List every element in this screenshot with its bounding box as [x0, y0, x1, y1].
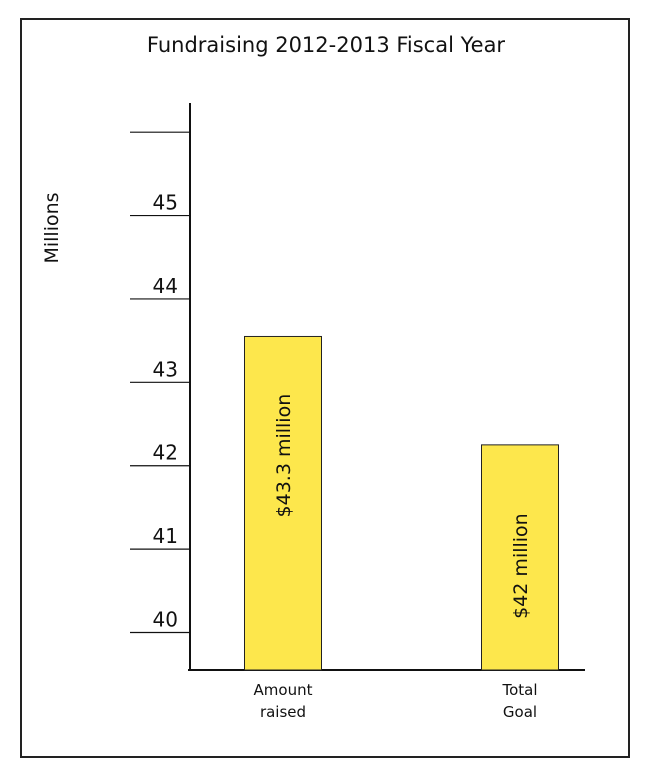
y-tick-label: 42: [153, 441, 178, 465]
bar: [481, 444, 559, 671]
x-tick-label: Amount: [254, 681, 313, 699]
x-tick-label: raised: [260, 703, 306, 721]
x-tick-label: Goal: [503, 703, 537, 721]
chart-title: Fundraising 2012-2013 Fiscal Year: [146, 33, 506, 57]
bar-data-label: $43.3 million: [273, 394, 295, 518]
y-tick-label: 44: [153, 274, 178, 298]
y-tick-label: 40: [153, 607, 178, 631]
bar-data-label: $42 million: [510, 513, 532, 619]
x-tick-label: Total: [501, 681, 537, 699]
y-tick-label: 43: [153, 357, 178, 381]
bar: [244, 335, 322, 671]
y-tick-label: 45: [153, 191, 178, 215]
y-tick-label: 41: [153, 524, 178, 548]
